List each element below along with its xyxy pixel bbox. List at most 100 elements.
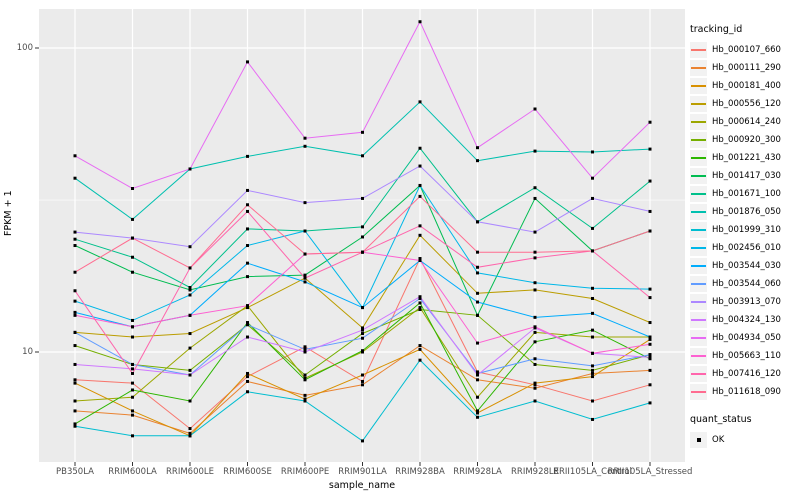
legend-label: Hb_001417_030 <box>712 170 781 181</box>
y-tick-label-100: 100 <box>16 43 33 53</box>
color-line-swatch-icon <box>691 156 706 159</box>
data-point-marker <box>303 347 307 351</box>
color-line-swatch-icon <box>691 120 706 123</box>
legend-entry-ok: OK <box>690 431 800 448</box>
data-point-marker <box>73 362 77 366</box>
color-line-swatch-icon <box>691 138 706 141</box>
data-point-marker <box>361 349 364 353</box>
legend-entry-Hb_001999_310: Hb_001999_310 <box>690 221 800 238</box>
data-point-marker <box>246 335 249 339</box>
data-point-marker <box>418 344 422 348</box>
data-point-marker <box>303 276 307 280</box>
x-tick-label-RRII105LA_Control: RRII105LA_Control <box>553 467 632 477</box>
legend-entry-Hb_003544_030: Hb_003544_030 <box>690 257 800 274</box>
legend-entry-Hb_000556_120: Hb_000556_120 <box>690 95 800 112</box>
data-point-marker <box>533 256 537 260</box>
data-point-marker <box>188 434 192 438</box>
legend-color-key <box>690 311 707 328</box>
data-point-marker <box>361 196 364 200</box>
black-square-marker-icon <box>697 437 701 442</box>
color-line-swatch-icon <box>691 84 706 87</box>
data-point-marker <box>73 244 77 248</box>
data-point-marker <box>418 224 422 228</box>
data-point-marker <box>648 337 652 341</box>
data-point-marker <box>418 307 422 311</box>
legend-label: Hb_001999_310 <box>712 224 781 235</box>
data-point-marker <box>131 362 134 366</box>
legend-label: Hb_001876_050 <box>712 206 781 217</box>
data-point-marker <box>246 375 249 379</box>
data-point-marker <box>73 237 77 241</box>
data-point-marker <box>131 270 134 274</box>
data-point-marker <box>188 373 192 377</box>
data-point-marker <box>648 383 652 387</box>
data-point-marker <box>73 344 77 348</box>
data-point-marker <box>533 362 537 366</box>
data-point-marker <box>476 378 479 382</box>
data-point-marker <box>246 60 249 64</box>
legend-color-key <box>690 293 707 310</box>
color-line-swatch-icon <box>691 264 706 267</box>
data-point-marker <box>131 236 134 240</box>
legend-entry-Hb_001221_430: Hb_001221_430 <box>690 149 800 166</box>
data-point-marker <box>476 300 479 304</box>
data-point-marker <box>533 250 537 254</box>
legend-color-key <box>690 59 707 76</box>
legend-color-key <box>690 275 707 292</box>
color-line-swatch-icon <box>691 210 706 213</box>
data-point-marker <box>73 230 77 234</box>
data-point-marker <box>73 422 77 426</box>
legend-color-key <box>690 203 707 220</box>
data-point-marker <box>303 397 307 401</box>
data-point-marker <box>188 288 192 292</box>
data-point-marker <box>73 409 77 413</box>
data-point-marker <box>188 427 192 431</box>
data-point-marker <box>533 186 537 190</box>
data-point-marker <box>303 376 307 380</box>
data-point-marker <box>246 209 249 213</box>
quant-status-legend: quant_status OK <box>690 414 800 448</box>
data-point-marker <box>591 351 594 355</box>
data-point-marker <box>246 321 249 325</box>
legend-color-key <box>690 257 707 274</box>
data-point-marker <box>303 399 307 403</box>
legend-label: Hb_007416_120 <box>712 368 781 379</box>
data-point-marker <box>476 271 479 275</box>
data-point-marker <box>303 393 307 397</box>
data-point-marker <box>591 150 594 154</box>
data-point-marker <box>533 357 537 361</box>
data-point-marker <box>533 386 537 390</box>
data-point-marker <box>533 383 537 387</box>
legend-color-key <box>690 41 707 58</box>
legend-label: Hb_003544_030 <box>712 260 781 271</box>
x-tick-label-RRIM600LA: RRIM600LA <box>108 467 157 477</box>
data-point-marker <box>648 368 652 372</box>
data-point-marker <box>591 328 594 332</box>
data-point-marker <box>73 330 77 334</box>
data-point-marker <box>361 225 364 229</box>
legend-label: Hb_000111_290 <box>712 62 781 73</box>
color-line-swatch-icon <box>691 372 706 375</box>
legend-entry-Hb_000111_290: Hb_000111_290 <box>690 59 800 76</box>
data-point-marker <box>648 229 652 233</box>
legend-entry-Hb_001417_030: Hb_001417_030 <box>690 167 800 184</box>
legend-color-key <box>690 167 707 184</box>
data-point-marker <box>303 144 307 148</box>
data-point-marker <box>476 411 479 415</box>
y-tick-label-10: 10 <box>22 347 33 357</box>
data-point-marker <box>131 318 134 322</box>
legend-color-key <box>690 221 707 238</box>
data-point-marker <box>246 371 249 375</box>
color-line-swatch-icon <box>691 336 706 339</box>
data-point-marker <box>246 323 249 327</box>
data-point-marker <box>476 146 479 150</box>
data-point-marker <box>246 154 249 158</box>
data-point-marker <box>246 244 249 248</box>
legend-entry-Hb_000107_660: Hb_000107_660 <box>690 41 800 58</box>
legend-label: Hb_004934_050 <box>712 332 781 343</box>
data-point-marker <box>476 373 479 377</box>
color-line-swatch-icon <box>691 192 706 195</box>
legend-entry-Hb_002456_010: Hb_002456_010 <box>690 239 800 256</box>
data-point-marker <box>418 296 422 300</box>
data-point-marker <box>188 332 192 336</box>
